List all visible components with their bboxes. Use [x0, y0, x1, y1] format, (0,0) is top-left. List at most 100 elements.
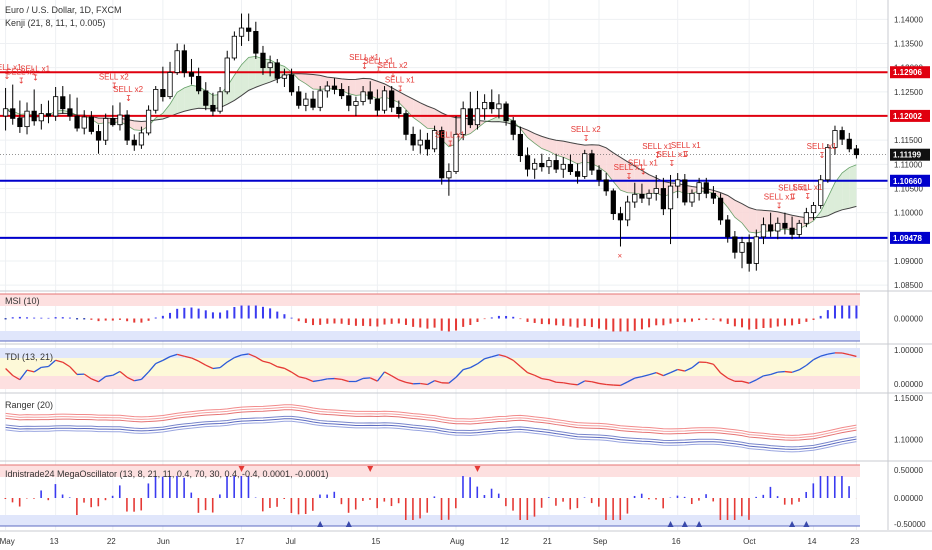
mega-bar [490, 488, 493, 498]
msi-bar [569, 318, 572, 327]
mega-bar [769, 486, 772, 498]
sell-signal-label: SELL x2 [378, 61, 408, 70]
candle-body [632, 193, 638, 203]
mega-bar [104, 498, 107, 501]
mega-down-arrow [474, 466, 481, 472]
candle-body [324, 85, 330, 92]
sell-signal-label: SELL x1 [349, 53, 379, 62]
mega-bar [154, 476, 157, 498]
tdi-segment [155, 359, 164, 365]
price-tick-label: 1.13500 [894, 40, 923, 49]
candlestick-series[interactable] [2, 13, 860, 272]
msi-bar [733, 318, 736, 327]
tdi-segment [563, 382, 571, 385]
mega-bar [183, 477, 185, 498]
level-price-tag-label: 1.09478 [893, 234, 922, 243]
mega-bar [190, 492, 193, 498]
msi-bar [833, 305, 836, 319]
msi-bar [26, 317, 29, 319]
msi-bar [319, 318, 322, 325]
time-tick-label: Sep [593, 537, 608, 546]
msi-bar [755, 318, 758, 330]
price-axis[interactable]: 1.140001.135001.130001.125001.120001.115… [890, 15, 930, 529]
mega-bar [126, 498, 128, 512]
time-tick-label: 21 [543, 537, 552, 546]
candle-body [188, 72, 195, 77]
mega-bar [791, 498, 793, 505]
sell-signal-label: SELL x2 [113, 85, 143, 94]
mega-bar [826, 476, 829, 498]
candle-body [753, 236, 759, 264]
msi-bar [690, 318, 693, 322]
candle-body [117, 114, 123, 126]
candle-body [374, 98, 380, 111]
cloud-segment [234, 64, 242, 101]
msi-bar [219, 312, 222, 319]
candle-body [574, 171, 581, 177]
tdi-segment [291, 371, 300, 378]
cloud-segment [627, 161, 635, 194]
candle-body [617, 213, 624, 221]
mega-bar [619, 498, 622, 520]
mega-bar [626, 498, 629, 514]
msi-bar [805, 318, 808, 322]
candle-body [589, 153, 595, 171]
tdi-segment [763, 373, 771, 377]
time-tick-label: Oct [743, 537, 756, 546]
mega-bar [333, 491, 336, 498]
tdi-title: TDI (13, 21) [5, 352, 53, 362]
candle-body [796, 222, 802, 235]
candle-body [825, 147, 831, 181]
tdi-segment [305, 377, 314, 383]
tdi-segment [820, 353, 829, 357]
cloud-segment [177, 87, 185, 114]
msi-bar [247, 305, 250, 319]
candle-body [389, 90, 395, 108]
mega-bar [648, 498, 650, 500]
level-price-tag-label: 1.12906 [893, 68, 922, 77]
tdi-segment [284, 367, 292, 373]
mega-bar [419, 498, 421, 519]
tdi-segment [641, 374, 650, 378]
mega-bar [4, 498, 7, 499]
mega-bar [526, 498, 529, 520]
tdi-segment [805, 359, 814, 366]
candle-body [310, 98, 316, 108]
msi-bar [104, 318, 107, 321]
cloud-segment [227, 75, 235, 105]
time-tick-label: 15 [371, 537, 380, 546]
tdi-segment [598, 382, 607, 386]
candle-body [746, 242, 752, 264]
msi-bar [176, 308, 179, 319]
sell-signal-arrow: ↧ [32, 73, 39, 82]
msi-bar [276, 311, 279, 319]
msi-bar [211, 312, 214, 319]
tdi-segment [827, 352, 836, 355]
mega-bar [412, 498, 414, 520]
cloud-segment [355, 78, 364, 96]
candle-body [145, 109, 152, 134]
mega-bar [326, 494, 328, 498]
cloud-segment [749, 207, 757, 234]
ranger-band-line [5, 415, 857, 448]
cloud-segment [599, 145, 607, 173]
msi-bar [605, 318, 608, 330]
msi-bar [526, 318, 529, 322]
msi-bar [426, 318, 429, 329]
candle-body [853, 148, 860, 156]
mega-bar [640, 493, 643, 498]
mega-bar [354, 498, 357, 510]
tdi-mid-zone [0, 358, 860, 376]
price-tick-label: 1.08500 [894, 281, 923, 290]
mega-bar [733, 498, 736, 520]
msi-bar [340, 318, 343, 324]
cloud-segment [727, 195, 735, 218]
cloud-segment [548, 138, 557, 156]
mega-bar [712, 498, 715, 502]
msi-bar [633, 318, 636, 331]
cloud-segment [248, 56, 256, 91]
time-axis[interactable]: May 13 22 Jun 17 Jul 15 Aug 12 21 Sep 16 Oct 14 23 [0, 537, 860, 546]
msi-bar [240, 305, 243, 319]
